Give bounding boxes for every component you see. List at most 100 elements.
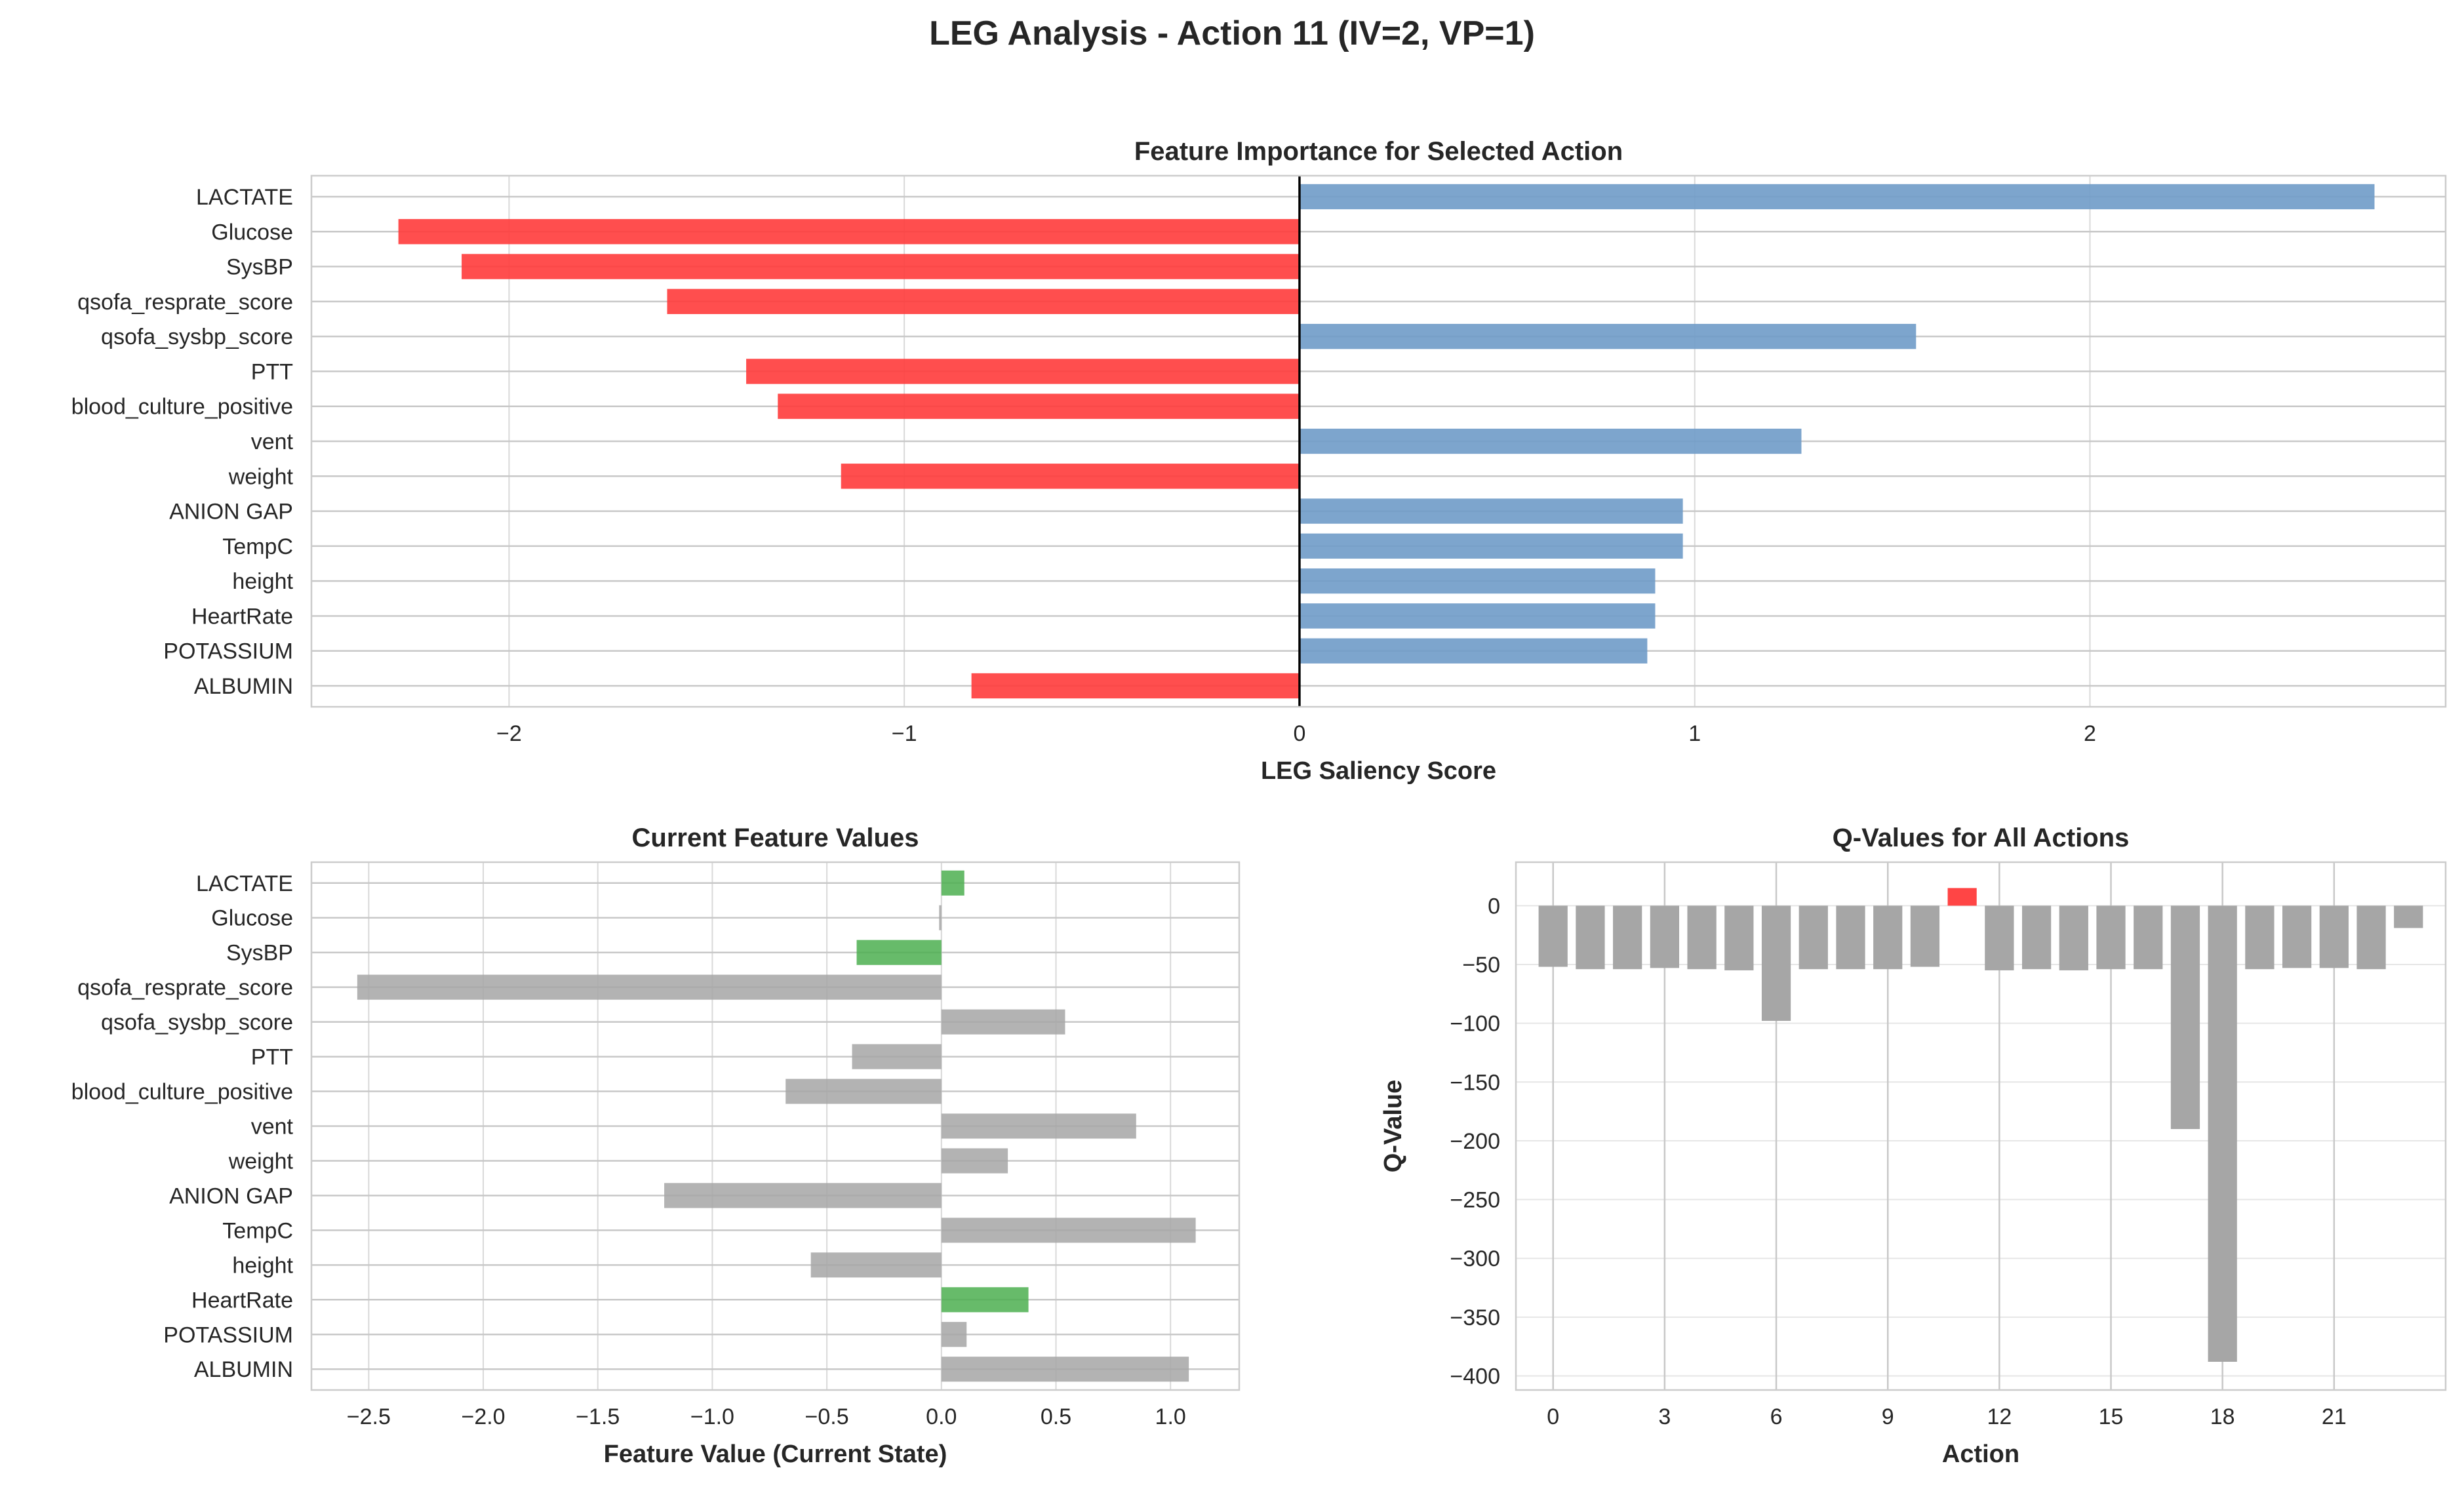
bar: [941, 1287, 1029, 1313]
bar: [1299, 428, 1802, 454]
y-tick-label: height: [232, 569, 293, 594]
chart-title: Current Feature Values: [632, 824, 919, 852]
bar: [398, 219, 1300, 245]
bar: [941, 1322, 967, 1347]
x-axis-label: LEG Saliency Score: [1261, 757, 1496, 785]
y-tick-label: 0: [1488, 894, 1500, 919]
x-tick-label: −2.0: [461, 1404, 505, 1429]
y-tick-label: −100: [1450, 1012, 1500, 1037]
bar: [810, 1252, 942, 1278]
bar: [1947, 888, 1977, 906]
bar: [2134, 905, 2163, 970]
bar: [1985, 905, 2014, 970]
y-tick-label: Glucose: [211, 906, 293, 931]
x-tick-label: 0: [1293, 721, 1305, 746]
x-tick-label: −1.5: [576, 1404, 620, 1429]
y-tick-label: LACTATE: [196, 871, 293, 896]
figure-title: LEG Analysis - Action 11 (IV=2, VP=1): [929, 14, 1535, 52]
y-tick-label: POTASSIUM: [163, 1322, 293, 1347]
feature-importance-chart: LACTATE Glucose SysBP qsofa_resprate_scoreq…: [71, 137, 2447, 785]
bar: [1761, 905, 1791, 1022]
x-tick-label: −1: [892, 721, 917, 746]
x-tick-label: 3: [1658, 1404, 1671, 1429]
y-tick-label: HeartRate: [191, 1288, 293, 1313]
bar: [941, 1357, 1189, 1382]
bar: [1798, 905, 1828, 970]
y-tick-label: −300: [1450, 1246, 1500, 1271]
plot-frame: [1515, 861, 2447, 1391]
y-tick-label: SysBP: [226, 255, 293, 280]
y-tick-label: weight: [228, 464, 294, 489]
bar: [1650, 905, 1680, 968]
x-tick-label: 1.0: [1155, 1404, 1186, 1429]
y-tick-label: qsofa_sysbp_score: [101, 325, 293, 349]
bar: [1299, 603, 1656, 629]
y-tick-label: Glucose: [211, 220, 293, 245]
bar: [1299, 498, 1683, 524]
x-tick-label: 0: [1547, 1404, 1559, 1429]
bar: [2245, 905, 2275, 970]
bar: [1299, 323, 1917, 349]
y-tick-label: ANION GAP: [169, 500, 293, 525]
bar: [1299, 533, 1683, 559]
x-tick-label: 18: [2210, 1404, 2235, 1429]
y-tick-label: ALBUMIN: [194, 674, 293, 699]
bar: [462, 254, 1300, 279]
x-tick-label: 2: [2084, 721, 2096, 746]
bar: [1538, 905, 1568, 967]
bar: [2282, 905, 2312, 968]
bar: [778, 393, 1300, 419]
bar: [2319, 905, 2349, 968]
bar: [1613, 905, 1642, 970]
chart-title: Feature Importance for Selected Action: [1134, 137, 1623, 166]
y-tick-label: −150: [1450, 1070, 1500, 1095]
y-tick-label: blood_culture_positive: [71, 395, 293, 420]
x-axis-label: Feature Value (Current State): [604, 1440, 947, 1468]
x-tick-label: 21: [2322, 1404, 2347, 1429]
bar: [785, 1079, 942, 1104]
x-tick-label: 1: [1688, 721, 1701, 746]
y-tick-label: qsofa_sysbp_score: [101, 1010, 293, 1035]
y-tick-label: SysBP: [226, 941, 293, 966]
chart-title: Q-Values for All Actions: [1833, 824, 2130, 852]
bar: [856, 940, 942, 965]
bar: [939, 905, 942, 930]
y-tick-label: −250: [1450, 1188, 1500, 1213]
y-tick-label: PTT: [251, 359, 293, 384]
bar: [941, 870, 964, 896]
x-tick-label: 9: [1882, 1404, 1894, 1429]
bar: [971, 673, 1300, 699]
bar: [664, 1183, 942, 1208]
bar: [1836, 905, 1865, 970]
y-tick-label: HeartRate: [191, 604, 293, 629]
y-axis-label: Q-Value: [1380, 1080, 1407, 1173]
y-tick-label: −400: [1450, 1364, 1500, 1389]
bar: [1299, 184, 2375, 210]
x-tick-label: 0.0: [926, 1404, 957, 1429]
plot-frame: [310, 174, 2447, 708]
bar: [2394, 905, 2423, 928]
y-tick-label: vent: [251, 1115, 294, 1140]
y-tick-label: −200: [1450, 1129, 1500, 1154]
bar: [1299, 638, 1648, 664]
bar: [357, 974, 942, 1000]
y-tick-label: ANION GAP: [169, 1183, 293, 1208]
bar: [941, 1218, 1196, 1243]
y-tick-label: TempC: [222, 534, 293, 559]
y-tick-label: POTASSIUM: [163, 639, 293, 664]
q-values-chart: 0 3 6 9 12 15 18 21 0 −50 −100 −150 −200 −250 −300 −350…: [1380, 824, 2447, 1468]
bar: [746, 359, 1300, 384]
y-tick-label: PTT: [251, 1045, 293, 1070]
y-tick-label: TempC: [222, 1218, 293, 1243]
x-tick-label: −0.5: [805, 1404, 849, 1429]
bar: [1910, 905, 1940, 967]
bar: [841, 464, 1300, 489]
bar: [2021, 905, 2052, 970]
y-tick-label: qsofa_resprate_score: [77, 976, 293, 1001]
bar: [1576, 905, 1605, 970]
y-tick-label: height: [232, 1253, 293, 1278]
bar: [2170, 905, 2200, 1129]
bar: [2208, 905, 2237, 1362]
y-tick-label: −350: [1450, 1305, 1500, 1330]
y-tick-label: ALBUMIN: [194, 1357, 293, 1382]
